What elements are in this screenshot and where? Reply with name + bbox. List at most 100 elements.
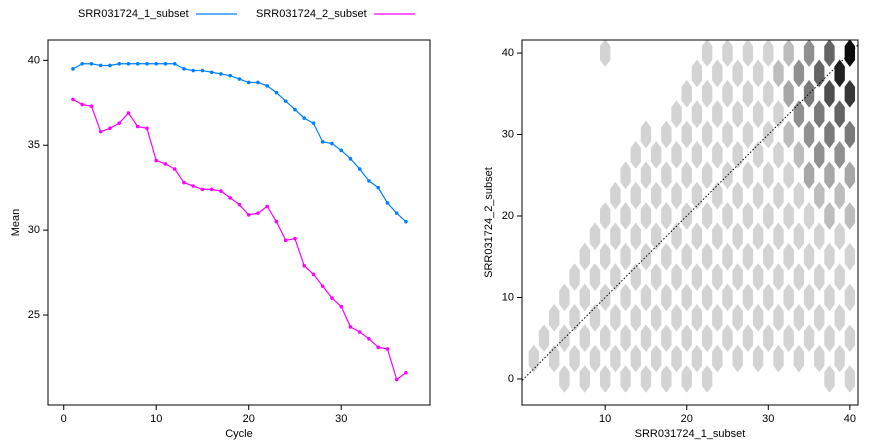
hex-cell [844,242,856,271]
hex-cell [742,161,754,190]
hex-cell [722,79,733,108]
point [71,67,75,71]
hex-cell [691,344,703,373]
hex-cell [803,79,815,108]
hex-cell [773,59,784,88]
hex-cell [630,141,641,169]
hex-cell [844,79,856,108]
hex-cell [640,161,652,190]
hex-cell [569,263,580,291]
hex-cell [620,202,631,230]
hex-cell [742,324,754,353]
point [154,61,159,66]
hex-cell [773,141,784,169]
hex-cell [701,120,713,149]
hex-cell [640,365,652,393]
hex-cell [844,283,856,312]
y-axis-label: Mean [10,209,22,237]
point [394,211,399,215]
hex-cell [783,242,794,271]
hex-cell [803,324,815,353]
hex-cell [599,242,611,271]
hex-cell [579,365,590,393]
hex-cell [722,161,733,190]
hex-cell [803,283,815,312]
x-tick-label: 10 [150,413,162,425]
point [89,61,94,66]
point [145,61,149,66]
hex-cell [824,40,835,67]
y-tick-label: 35 [28,139,40,151]
hex-cell [742,120,754,149]
y-tick-label: 0 [508,373,514,385]
hex-cell [610,222,621,251]
hex-cell [722,283,733,312]
y-tick-label: 40 [502,47,514,59]
hex-cell [701,242,713,271]
hex-cell [752,181,764,210]
y-tick-label: 40 [28,54,40,66]
hex-cell [824,202,835,230]
hex-cell [691,59,703,88]
point [311,121,316,125]
hex-cell [610,344,621,373]
point [209,70,214,75]
hex-cell [681,365,692,393]
point [357,167,362,171]
point [219,189,223,193]
legend-label: SRR031724_2_subset [256,8,367,20]
point [311,272,316,277]
y-tick-label: 20 [502,210,514,222]
hex-cell [814,263,825,291]
hex-cell [691,263,703,291]
hex-cell [691,303,703,332]
hex-cell [650,263,662,291]
hex-cell [824,283,835,312]
hex-cell [661,242,672,271]
hex-cell [752,59,764,88]
point [293,107,297,112]
hex-cell [783,40,794,67]
hex-cell [671,100,682,128]
point [172,167,177,171]
hex-cell [681,324,692,353]
x-tick-label: 0 [61,413,67,425]
hex-cell [763,161,774,190]
point [228,73,233,78]
point [265,204,270,209]
point [339,304,344,309]
hex-cell [814,181,825,210]
hex-cell [640,324,652,353]
hex-cell [814,222,825,251]
hex-cell [712,344,723,373]
series-line [72,63,407,223]
hex-cell [620,161,631,190]
hex-cell [620,283,631,312]
hex-cell [650,344,662,373]
hex-cell [834,59,845,88]
hex-layer [522,40,858,393]
hex-cell [640,120,652,149]
hex-cell [814,344,825,373]
hex-cell [773,222,784,251]
hex-cell [763,324,774,353]
hex-cell [650,303,662,332]
hex-cell [722,40,733,67]
hex-cell [844,365,856,393]
hex-cell [844,202,856,230]
point [228,196,233,200]
point [302,116,307,120]
hex-cell [630,303,641,332]
hex-cell [824,161,835,190]
hex-cell [783,120,794,149]
hex-cell [559,365,570,393]
x-axis-label: Cycle [225,428,253,440]
point [182,67,186,71]
hex-cell [732,263,743,291]
hex-cell [579,283,590,312]
hex-cell [640,242,652,271]
hex-cell [701,202,713,230]
hex-cell [803,40,815,67]
point [376,185,381,190]
